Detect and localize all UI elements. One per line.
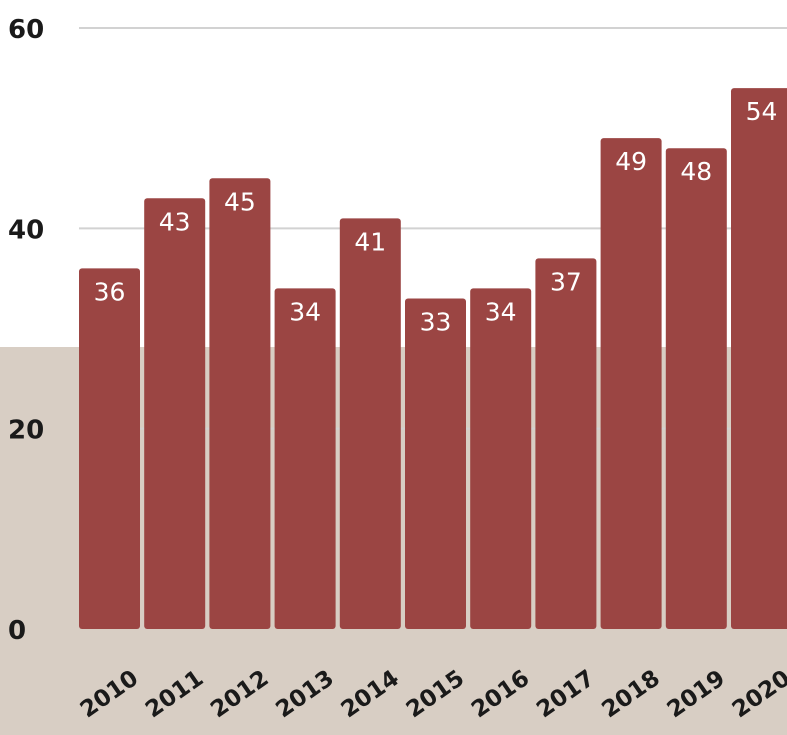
- data-label: 45: [224, 187, 256, 216]
- data-label: 54: [746, 97, 778, 126]
- bar: [405, 298, 466, 629]
- bar: [339, 218, 401, 630]
- y-tick-label: 20: [8, 416, 44, 446]
- y-tick-label: 60: [8, 15, 44, 45]
- bar: [274, 288, 336, 629]
- y-tick-label: 0: [8, 616, 26, 646]
- data-label: 41: [354, 227, 386, 256]
- bar: [470, 288, 532, 629]
- y-tick-label: 40: [8, 215, 44, 245]
- data-label: 33: [420, 307, 452, 336]
- bar: [600, 138, 662, 629]
- bars: [79, 88, 787, 630]
- bar: [535, 258, 597, 629]
- data-label: 43: [159, 207, 191, 236]
- bar: [209, 178, 271, 629]
- data-label: 34: [485, 297, 517, 326]
- bar: [79, 268, 140, 629]
- data-label: 37: [550, 267, 582, 296]
- y-axis-ticks: 0 20 40 60: [8, 15, 44, 646]
- data-label: 48: [680, 157, 712, 186]
- data-label: 36: [94, 277, 126, 306]
- data-label: 49: [615, 147, 647, 176]
- data-label: 34: [289, 297, 321, 326]
- bar: [144, 198, 206, 630]
- bar: [665, 148, 727, 629]
- bar: [731, 88, 787, 629]
- data-labels: 36 43 45 34 41 33 34 37 49 48 54: [94, 97, 778, 336]
